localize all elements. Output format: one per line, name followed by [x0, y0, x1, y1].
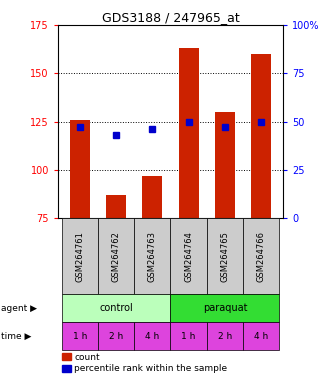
Text: 2 h: 2 h [109, 332, 123, 341]
Bar [62, 218, 98, 294]
Text: time ▶: time ▶ [1, 332, 31, 341]
Bar [62, 294, 170, 322]
Text: 4 h: 4 h [254, 332, 268, 341]
Text: GSM264761: GSM264761 [75, 231, 84, 281]
Bar [142, 175, 162, 218]
Text: GSM264763: GSM264763 [148, 231, 157, 282]
Text: GSM264766: GSM264766 [257, 231, 266, 282]
Bar [70, 119, 90, 218]
Text: control: control [99, 303, 133, 313]
Bar [170, 218, 207, 294]
Text: agent ▶: agent ▶ [1, 304, 37, 313]
Bar [134, 218, 170, 294]
Bar [207, 322, 243, 350]
Bar [170, 294, 279, 322]
Text: paraquat: paraquat [203, 303, 247, 313]
Bar [98, 322, 134, 350]
Bar [179, 48, 199, 218]
Text: 2 h: 2 h [218, 332, 232, 341]
Bar [170, 322, 207, 350]
Bar [98, 218, 134, 294]
Legend: count, percentile rank within the sample: count, percentile rank within the sample [63, 353, 227, 373]
Bar [62, 322, 98, 350]
Bar [243, 218, 279, 294]
Text: GSM264764: GSM264764 [184, 231, 193, 281]
Bar [106, 195, 126, 218]
Text: 1 h: 1 h [181, 332, 196, 341]
Text: GSM264765: GSM264765 [220, 231, 229, 281]
Bar [243, 322, 279, 350]
Bar [207, 218, 243, 294]
Title: GDS3188 / 247965_at: GDS3188 / 247965_at [102, 11, 239, 24]
Bar [134, 322, 170, 350]
Text: 1 h: 1 h [72, 332, 87, 341]
Text: GSM264762: GSM264762 [112, 231, 120, 281]
Bar [215, 112, 235, 218]
Bar [251, 54, 271, 218]
Text: 4 h: 4 h [145, 332, 160, 341]
